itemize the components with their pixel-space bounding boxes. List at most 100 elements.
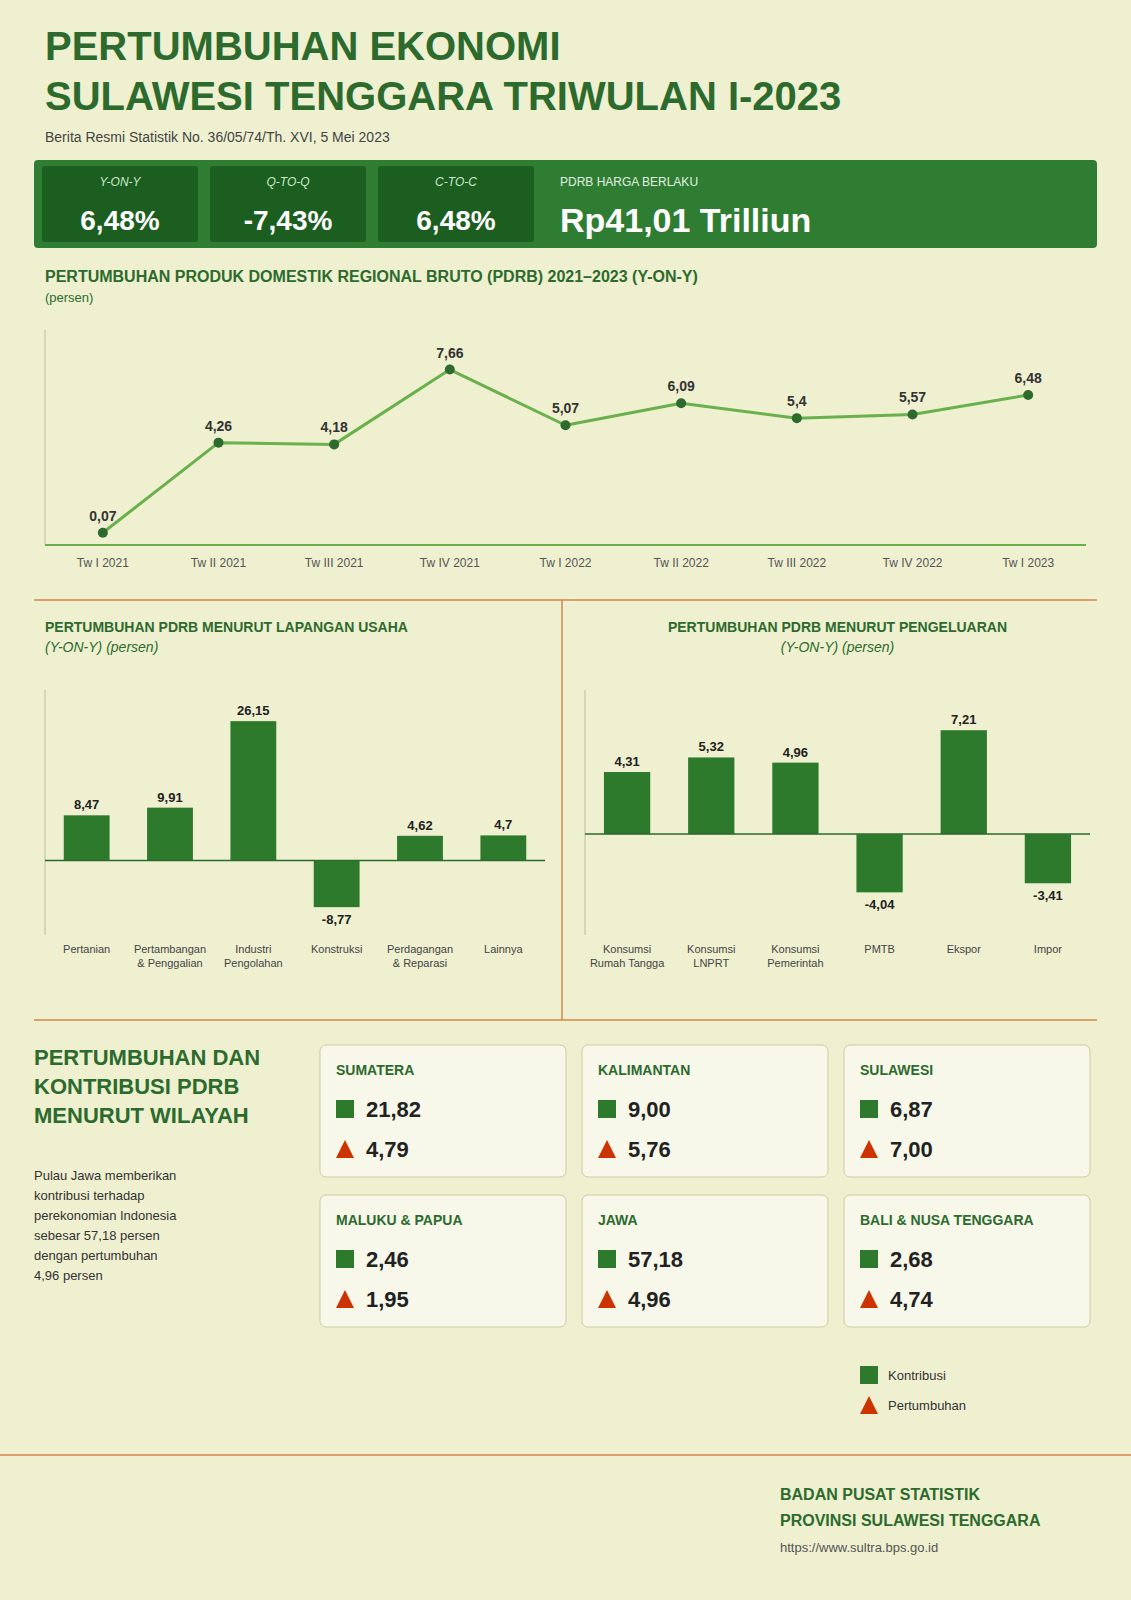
legend-entry: Pertumbuhan [888,1398,966,1413]
x-tick-label: Konstruksi [311,943,362,955]
text-line: JAWA [598,1212,638,1228]
text-line: PERTUMBUHAN DAN [34,1045,260,1070]
text-line: Tw I 2021 [77,556,129,570]
kontribusi-marker [598,1100,616,1118]
text-line: Lainnya [484,943,523,955]
text-line: (Y-ON-Y) (persen) [781,639,894,655]
text-line: 9,00 [628,1097,671,1122]
y-axis-line [585,690,586,935]
text-line: Pertumbuhan [888,1398,966,1413]
data-label: 6,87 [890,1097,933,1122]
text-line: Perdagangan [387,943,453,955]
bar [480,835,526,860]
text-line: 4,18 [321,419,348,435]
text-line: -8,77 [322,912,352,927]
x-tick-label: KonsumsiRumah Tangga [590,943,665,969]
bar [941,730,987,834]
x-tick-label: Tw IV 2021 [420,556,480,570]
text-line: 6,87 [890,1097,933,1122]
text-line: 4,96 persen [34,1268,103,1283]
text-line: 5,57 [899,389,926,405]
text-line: SULAWESI TENGGARA TRIWULAN I-2023 [45,74,841,118]
pertumbuhan-marker [598,1140,616,1158]
text-line: Konsumsi [771,943,819,955]
plot-area [604,730,1071,892]
chart-subtitle: (Y-ON-Y) (persen) [781,639,894,655]
region-card [582,1195,828,1327]
background [0,0,1131,1600]
point [329,439,339,449]
text-line: PROVINSI SULAWESI TENGGARA [780,1512,1041,1529]
page: PERTUMBUHAN EKONOMISULAWESI TENGGARA TRI… [0,0,1131,1600]
bar [397,836,443,861]
point [98,528,108,538]
point [214,438,224,448]
text-line: 26,15 [237,703,270,718]
x-tick-label: Tw I 2023 [1002,556,1054,570]
kontribusi-marker [336,1100,354,1118]
data-label: 5,32 [699,739,724,754]
stat-label: PDRB HARGA BERLAKU [560,175,698,189]
data-label: 4,79 [366,1137,409,1162]
stat-box [210,166,366,242]
data-label: 4,96 [783,745,808,760]
stat-value: 6,48% [80,205,159,236]
text-line: 5,4 [787,393,807,409]
bar [1025,834,1071,883]
data-label: 7,66 [436,345,463,361]
kontribusi-marker [860,1100,878,1118]
text-line: -7,43% [244,205,333,236]
chart-title: PERTUMBUHAN PDRB MENURUT LAPANGAN USAHA [45,619,408,635]
region-name: BALI & NUSA TENGGARA [860,1212,1034,1228]
pertumbuhan-marker [860,1140,878,1158]
kontribusi-marker [860,1366,878,1384]
text-line: Rumah Tangga [590,957,665,969]
x-tick-label: Tw III 2022 [767,556,826,570]
text-line: https://www.sultra.bps.go.id [780,1540,938,1555]
data-label: 4,74 [890,1287,934,1312]
data-label: 9,91 [157,790,182,805]
data-label: 4,7 [494,817,512,832]
text-line: 57,18 [628,1247,683,1272]
text-line: Konstruksi [311,943,362,955]
region-card [582,1045,828,1177]
data-label: 7,21 [951,712,976,727]
stat-label: Y-ON-Y [99,175,141,189]
stat-box [378,166,534,242]
x-tick-label: Pertambangan& Penggalian [134,943,206,969]
data-label: 57,18 [628,1247,683,1272]
text-line: Rp41,01 Trilliun [560,201,811,239]
region-card [320,1195,566,1327]
data-label: 2,46 [366,1247,409,1272]
region-name: SUMATERA [336,1062,414,1078]
data-label: 4,26 [205,418,232,434]
data-label: 4,18 [321,419,348,435]
data-label: -3,41 [1033,888,1063,903]
data-label: 1,95 [366,1287,409,1312]
x-axis-line [45,544,1086,546]
text-line: -3,41 [1033,888,1063,903]
stat-value: Rp41,01 Trilliun [560,201,811,239]
text-line: 21,82 [366,1097,421,1122]
region-table: PERTUMBUHAN DANKONTRIBUSI PDRBMENURUT WI… [34,1045,1090,1414]
pertumbuhan-marker [336,1140,354,1158]
region-card [844,1045,1090,1177]
text-line: (persen) [45,290,93,305]
text-line: Tw III 2022 [767,556,826,570]
text-line: Konsumsi [687,943,735,955]
chart-title: PERTUMBUHAN PRODUK DOMESTIK REGIONAL BRU… [45,268,698,285]
region-name: JAWA [598,1212,638,1228]
kontribusi-marker [336,1250,354,1268]
bar [314,860,360,907]
data-label: 6,09 [668,378,695,394]
data-label: 4,62 [407,818,432,833]
x-tick-label: Lainnya [484,943,523,955]
stat-value: 6,48% [416,205,495,236]
data-label: 5,76 [628,1137,671,1162]
bar [64,815,110,860]
chart-title: PERTUMBUHAN PDRB MENURUT PENGELUARAN [668,619,1007,635]
bar [772,763,818,834]
data-label: 26,15 [237,703,270,718]
text-line: Tw IV 2022 [882,556,942,570]
point [676,398,686,408]
